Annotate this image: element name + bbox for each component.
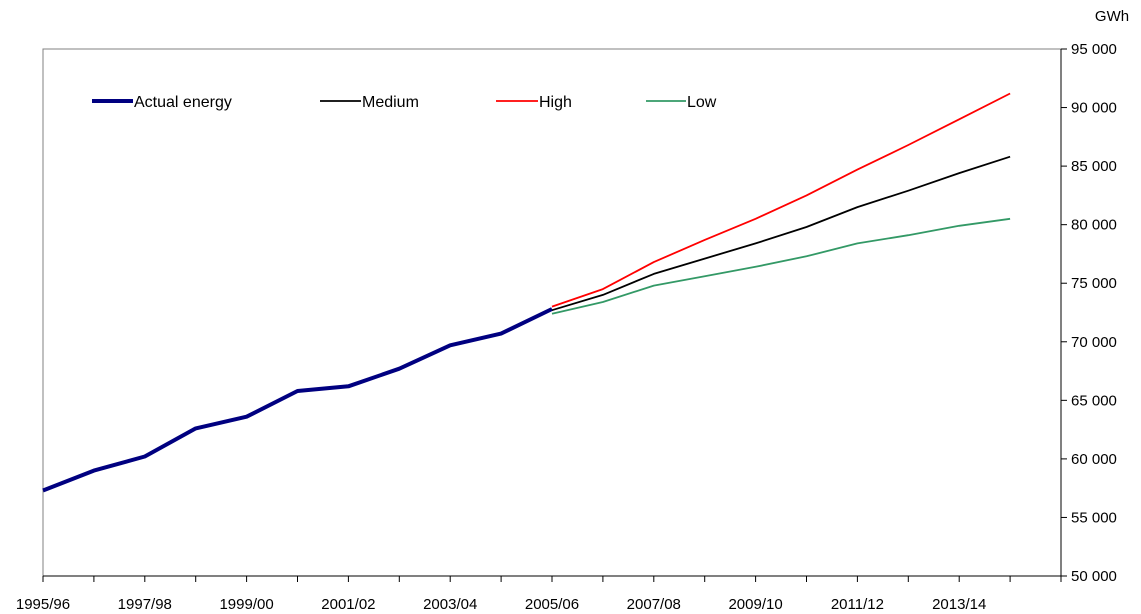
x-tick-label: 1999/00	[219, 596, 273, 613]
y-tick-label: 50 000	[1071, 568, 1117, 585]
y-tick-label: 80 000	[1071, 217, 1117, 234]
legend-label-medium: Medium	[362, 94, 419, 111]
x-tick-label: 2007/08	[627, 596, 681, 613]
y-axis-unit-label: GWh	[1095, 8, 1129, 25]
x-tick-label: 2005/06	[525, 596, 579, 613]
x-tick-label: 2009/10	[728, 596, 782, 613]
x-tick-label: 1995/96	[16, 596, 70, 613]
plot-frame	[42, 48, 1061, 576]
legend-label-low: Low	[687, 94, 717, 111]
y-tick-label: 55 000	[1071, 509, 1117, 526]
y-tick-label: 70 000	[1071, 334, 1117, 351]
series-line-actual-energy	[42, 307, 553, 493]
x-tick-label: 2001/02	[321, 596, 375, 613]
series-line-medium	[551, 155, 1011, 312]
series-line-high	[551, 92, 1011, 308]
y-tick-label: 85 000	[1071, 158, 1117, 175]
x-tick-label: 1997/98	[118, 596, 172, 613]
x-tick-label: 2013/14	[932, 596, 986, 613]
x-tick-label: 2011/12	[831, 596, 884, 613]
x-tick-label: 2003/04	[423, 596, 477, 613]
axes: 1995/96 1997/98 1999/00 2001/02 2003/04 2005/…	[16, 41, 1117, 613]
y-tick-label: 75 000	[1071, 275, 1117, 292]
y-tick-label: 95 000	[1071, 41, 1117, 58]
series-layer	[42, 92, 1011, 493]
legend-label-high: High	[539, 94, 572, 111]
y-tick-label: 60 000	[1071, 451, 1117, 468]
legend-label-actual-energy: Actual energy	[134, 94, 232, 111]
y-tick-label: 65 000	[1071, 392, 1117, 409]
legend: Actual energy Medium High Low	[92, 94, 717, 111]
series-line-low	[551, 217, 1011, 315]
y-tick-label: 90 000	[1071, 100, 1117, 117]
